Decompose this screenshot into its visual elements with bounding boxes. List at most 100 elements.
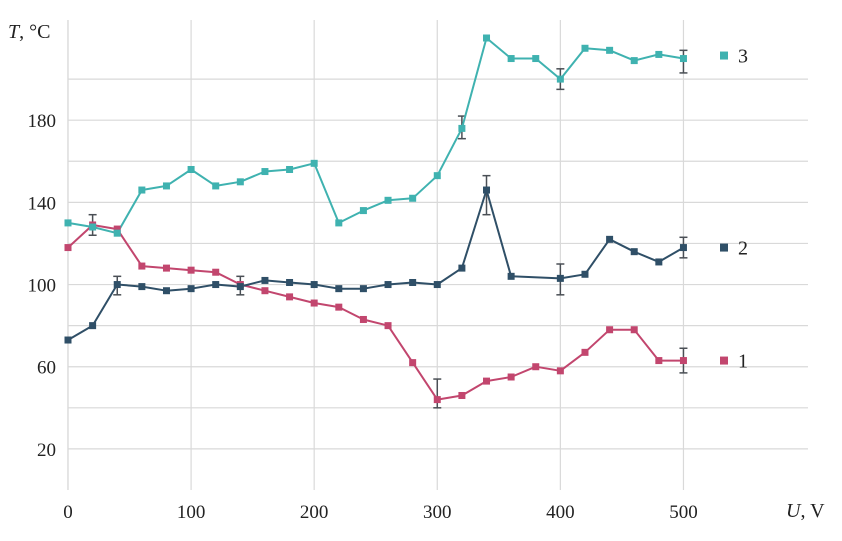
series-3-point xyxy=(679,55,687,63)
series-1-line xyxy=(67,224,684,401)
series-2-point xyxy=(138,283,146,291)
series-1-point xyxy=(630,326,638,334)
series-3-point xyxy=(286,165,294,173)
y-tick-label: 20 xyxy=(37,440,56,461)
error-bar xyxy=(433,378,442,409)
series-3-point xyxy=(606,46,614,54)
series-1-point xyxy=(335,303,343,311)
error-bars xyxy=(88,49,688,409)
x-tick-labels: 0 100 200 300 400 500 xyxy=(63,502,697,523)
series-2-point xyxy=(679,244,687,252)
series-3-point xyxy=(655,50,663,58)
series-3-point xyxy=(187,165,195,173)
series-1-point xyxy=(187,266,195,274)
series-1-point xyxy=(359,315,367,323)
series-3-point xyxy=(458,124,466,132)
series-3-point xyxy=(335,219,343,227)
series-2-point xyxy=(630,248,638,256)
series-3-point xyxy=(236,178,244,186)
series-1-point xyxy=(212,268,220,276)
series-3-point xyxy=(630,57,638,65)
x-tick-label: 0 xyxy=(63,502,73,523)
y-axis-unit: , °C xyxy=(19,21,50,43)
series-3-point xyxy=(261,168,269,176)
series-1-point xyxy=(138,262,146,270)
series-1-point xyxy=(310,299,318,307)
series-2-point xyxy=(64,336,72,344)
x-axis-unit: , V xyxy=(800,500,825,522)
series-1-point xyxy=(286,293,294,301)
y-tick-label: 60 xyxy=(37,358,56,379)
series-3-point xyxy=(384,196,392,204)
series-3-point xyxy=(507,55,515,63)
series-3-point xyxy=(483,34,491,42)
series-3-point xyxy=(212,182,220,190)
series-2-point xyxy=(113,281,121,289)
series-1-point xyxy=(556,367,564,375)
x-tick-label: 200 xyxy=(300,502,329,523)
series-1-point xyxy=(433,396,441,404)
series-3-point xyxy=(532,55,540,63)
series-3-point xyxy=(113,229,121,237)
y-tick-label: 180 xyxy=(28,111,57,132)
series-2-point xyxy=(162,287,170,295)
series-1-point xyxy=(483,377,491,385)
series-3-point xyxy=(556,75,564,83)
series-2-line xyxy=(67,189,685,341)
series-3-point xyxy=(433,172,441,180)
legend: 1 2 3 xyxy=(720,46,748,373)
x-tick-label: 100 xyxy=(177,502,206,523)
legend-label-3: 3 xyxy=(738,46,748,68)
series-2-point xyxy=(335,285,343,293)
series-1-point xyxy=(113,225,121,233)
legend-marker-3 xyxy=(720,51,728,60)
x-tick-label: 500 xyxy=(669,502,698,523)
data-points xyxy=(64,34,687,404)
series-3-point xyxy=(581,44,589,52)
series-1-point xyxy=(532,363,540,371)
grid xyxy=(67,20,808,490)
series-2-point xyxy=(89,322,97,330)
series-3-line xyxy=(67,37,684,235)
series-2-point xyxy=(655,258,663,266)
series-2-point xyxy=(483,186,491,194)
series-1-point xyxy=(261,287,269,295)
legend-label-1: 1 xyxy=(738,351,748,373)
series-3-point xyxy=(162,182,170,190)
error-bar xyxy=(482,174,491,216)
series-1-point xyxy=(409,359,417,367)
y-tick-label: 100 xyxy=(28,276,57,297)
y-tick-label: 140 xyxy=(28,193,57,214)
legend-label-2: 2 xyxy=(738,238,748,260)
series-2-point xyxy=(359,285,367,293)
series-2-point xyxy=(286,278,294,286)
series-3-point xyxy=(409,194,417,202)
series-lines xyxy=(67,37,685,401)
series-2-point xyxy=(458,264,466,272)
series-1-point xyxy=(581,348,589,356)
series-1-point xyxy=(162,264,170,272)
y-tick-labels: 20 60 100 140 180 xyxy=(28,111,57,461)
series-2-point xyxy=(433,281,441,289)
series-1-point xyxy=(458,391,466,399)
x-tick-label: 300 xyxy=(423,502,452,523)
series-2-point xyxy=(606,235,614,243)
series-2-point xyxy=(236,283,244,291)
series-2-point xyxy=(212,281,220,289)
series-2-point xyxy=(507,272,515,280)
y-axis-title: T, °C xyxy=(8,21,50,43)
series-1-point xyxy=(507,373,515,381)
series-2-point xyxy=(409,278,417,286)
series-3-point xyxy=(310,159,318,167)
series-2-point xyxy=(556,274,564,282)
series-1-point xyxy=(384,322,392,330)
series-1-point xyxy=(606,326,614,334)
series-3-point xyxy=(89,223,97,231)
series-2-point xyxy=(310,281,318,289)
series-1-point xyxy=(655,357,663,365)
series-3-point xyxy=(64,219,72,227)
series-1-point xyxy=(679,357,687,365)
series-3-point xyxy=(359,207,367,215)
series-2-point xyxy=(581,270,589,278)
